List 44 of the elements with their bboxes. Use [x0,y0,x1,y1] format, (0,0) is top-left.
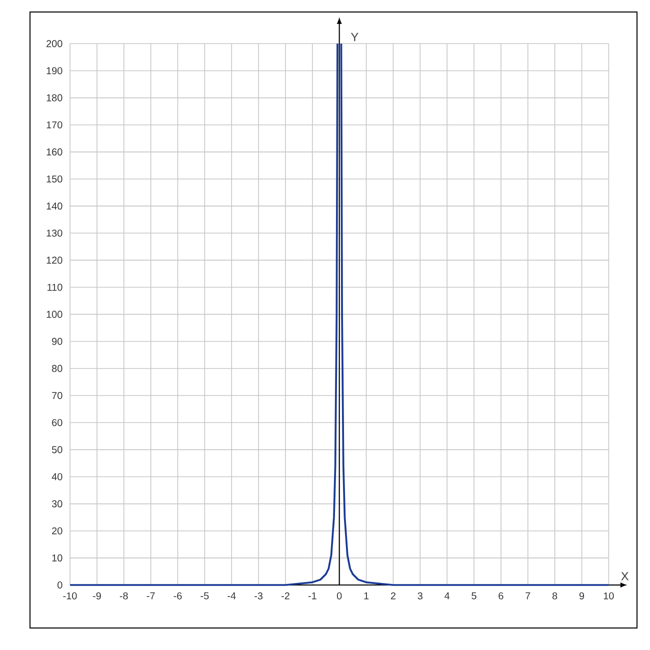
y-tick-label: 140 [46,202,62,210]
y-tick-label: 70 [52,392,62,400]
y-tick-label: 100 [46,310,62,318]
x-tick-label: 8 [552,592,558,600]
x-tick-label: 2 [390,592,396,600]
y-tick-label: 160 [46,148,62,156]
y-tick-label: 200 [46,40,62,48]
x-tick-label: 10 [604,592,614,600]
x-tick-label: 9 [579,592,584,600]
x-tick-label: 1 [364,592,369,600]
y-tick-label: 40 [52,473,62,480]
y-tick-label: 190 [46,67,62,74]
x-tick-label: -6 [174,592,182,600]
y-tick-label: 10 [52,554,62,562]
y-tick-label: 30 [52,500,62,508]
x-axis-title: X [621,572,629,580]
y-axis-title: Y [350,32,358,42]
y-tick-label: 0 [58,581,62,589]
x-tick-label: -10 [63,592,77,600]
x-tick-label: 6 [498,592,504,600]
x-tick-label: -9 [92,592,101,600]
x-tick-label: -5 [200,592,209,600]
y-tick-label: 130 [46,230,62,237]
x-tick-label: 3 [418,592,422,600]
x-tick-label: -4 [228,592,236,600]
x-tick-label: 5 [472,592,476,600]
x-tick-label: 7 [526,592,530,600]
y-tick-label: 20 [52,527,62,534]
y-tick-label: 120 [46,256,62,264]
y-tick-label: 50 [52,446,62,454]
x-tick-label: 0 [336,592,342,600]
y-tick-label: 170 [46,121,62,128]
x-tick-label: -1 [308,592,316,600]
x-tick-label: 4 [444,592,450,600]
y-tick-label: 110 [48,284,62,291]
y-tick-label: 60 [52,419,62,426]
x-tick-label: -2 [281,592,290,600]
y-tick-label: 180 [46,94,62,102]
x-tick-label: -8 [120,592,128,600]
x-tick-label: -7 [146,592,155,600]
y-tick-label: 80 [52,364,62,372]
y-tick-label: 90 [52,338,62,345]
y-tick-label: 150 [46,175,62,183]
x-tick-label: -3 [254,592,263,600]
